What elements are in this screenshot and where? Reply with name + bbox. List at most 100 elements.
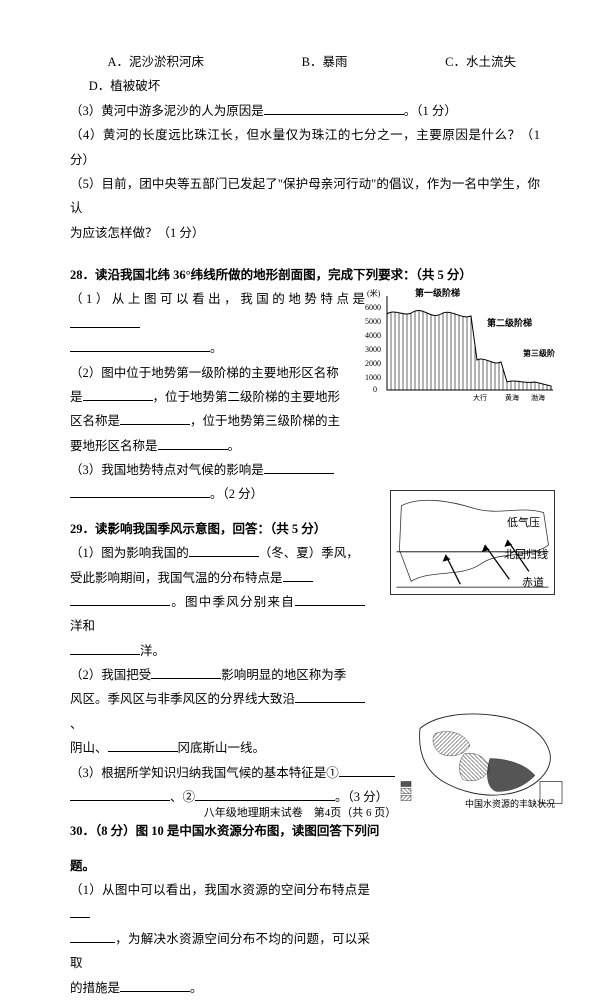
blank — [120, 978, 190, 992]
opt-a: A．泥沙淤积河床 — [89, 50, 204, 74]
t: （3）根据所学知识归纳我国气候的基本特征是① — [70, 766, 339, 780]
t: 阴山、 — [70, 741, 108, 755]
q27-3-text: （3）黄河中游多泥沙的人为原因是 — [70, 104, 264, 118]
q27-3-tail: 。（1 分） — [404, 104, 457, 118]
blank — [264, 460, 334, 474]
t: 洋。 — [140, 644, 165, 658]
t: 影响明显的地区称为季 — [221, 668, 346, 682]
step1-label: 第一级阶梯 — [415, 287, 460, 298]
blank — [195, 787, 335, 801]
terrain-profile-chart: (米) 6000 5000 4000 3000 2000 1000 0 第一级阶… — [365, 286, 555, 406]
t: 的措施是 — [70, 981, 120, 995]
q27-4: （4）黄河的长度远比珠江长，但水量仅为珠江的七分之一，主要原因是什么？（1 分） — [70, 123, 540, 172]
ylabel: 0 — [373, 385, 377, 394]
equator-label: 赤道 — [522, 573, 544, 594]
blank — [70, 905, 90, 919]
q28-1: （1）从上图可以看出，我国的地势特点是 — [70, 287, 365, 336]
t: 受此影响期间，我国气温的分布特点是 — [70, 571, 283, 585]
t: 。 — [190, 981, 203, 995]
blank — [283, 568, 313, 582]
tropic-label: 北回归线 — [504, 545, 548, 566]
blank — [158, 436, 228, 450]
q29-2a: （2）我国把受 影响明显的地区称为季 — [70, 663, 365, 687]
step2-label: 第二级阶梯 — [487, 317, 532, 328]
blank — [264, 101, 404, 115]
q28-1b: 。 — [70, 336, 365, 360]
t: 要地形区名称是 — [70, 439, 158, 453]
opt-c: C．水土流失 — [426, 50, 516, 74]
step3-label: 第三级阶梯 — [523, 348, 555, 358]
q30-1c: 的措施是 。 — [70, 976, 370, 1000]
q30-1a: （1）从图中可以看出，我国水资源的空间分布特点是 — [70, 878, 370, 927]
q29-2c: 阴山、 冈底斯山一线。 — [70, 736, 365, 760]
blank — [295, 690, 365, 704]
q27-5a: （5）目前，团中央等五部门已发起了"保护母亲河行动"的倡议，作为一名中学生，你认 — [70, 172, 540, 221]
ylabel: 3000 — [365, 345, 381, 354]
t: 。（2 分） — [210, 487, 263, 501]
ylabel: 5000 — [365, 317, 381, 326]
q27-3: （3）黄河中游多泥沙的人为原因是 。（1 分） — [70, 99, 540, 123]
blank — [295, 592, 365, 606]
ylabel: 6000 — [365, 303, 381, 312]
q27-5b: 为应该怎样做？（1 分） — [70, 221, 540, 245]
low-pressure-label: 低气压 — [507, 513, 540, 534]
blank — [108, 738, 178, 752]
q28-2c: 区名称是 ，位于地势第三级阶梯的主 — [70, 409, 365, 433]
water-resources-map: 中国水资源的丰缺状况 — [395, 700, 565, 812]
q28-2b: 是 ，位于地势第二级阶梯的主要地形 — [70, 385, 365, 409]
t: 风区。季风区与非季风区的分界线大致沿 — [70, 692, 295, 706]
t: 、 — [70, 717, 83, 731]
t: 区名称是 — [70, 414, 120, 428]
t: 冈底斯山一线。 — [178, 741, 266, 755]
q28-2a: （2）图中位于地势第一级阶梯的主要地形区名称 — [70, 361, 365, 385]
blank — [70, 592, 170, 606]
blank — [70, 787, 170, 801]
q29-1a: （1）图为影响我国的 （冬、夏）季风， — [70, 541, 365, 565]
bottom3: 渤海 — [531, 393, 545, 402]
blank — [70, 929, 115, 943]
t: （1）图为影响我国的 — [70, 546, 189, 560]
bottom2: 黄海 — [505, 393, 519, 402]
q28-1-text: （1）从上图可以看出，我国的地势特点是 — [70, 292, 365, 306]
q29-1b: 受此影响期间，我国气温的分布特点是 — [70, 566, 365, 590]
opt-b: B．暴雨 — [283, 50, 348, 74]
blank — [189, 543, 259, 557]
bottom1: 大行 — [473, 393, 487, 402]
blank — [70, 485, 210, 499]
t: ，为解决水资源空间分布不均的问题，可以采取 — [70, 932, 370, 970]
q27-options: A．泥沙淤积河床 B．暴雨 C．水土流失 D．植被破坏 — [70, 50, 540, 99]
blank — [120, 412, 190, 426]
q28-2d: 要地形区名称是 。 — [70, 434, 365, 458]
ylabel: 1000 — [365, 373, 381, 382]
t: 洋和 — [70, 619, 95, 633]
q28-3b: 。（2 分） — [70, 482, 365, 506]
t: （2）我国把受 — [70, 668, 151, 682]
blank — [151, 665, 221, 679]
t: ，位于地势第三级阶梯的主 — [190, 414, 340, 428]
ylabel: 2000 — [365, 359, 381, 368]
q29-2b: 风区。季风区与非季风区的分界线大致沿、 — [70, 687, 365, 736]
ylabel: (米) — [367, 288, 381, 298]
t: （3）我国地势特点对气候的影响是 — [70, 463, 264, 477]
monsoon-map: 低气压 北回归线 赤道 — [390, 490, 555, 595]
opt-d: D．植被破坏 — [70, 74, 160, 98]
q30-1b: ，为解决水资源空间分布不均的问题，可以采取 — [70, 927, 370, 976]
blank — [83, 387, 153, 401]
q29-1c: 。图中季风分别来自洋和 — [70, 590, 365, 639]
q29-1d: 洋。 — [70, 639, 365, 663]
page-footer: 八年级地理期末试卷 第4页（共 6 页） — [60, 803, 540, 824]
q28-header: 28．读沿我国北纬 36°纬线所做的地形剖面图，完成下列要求：（共 5 分） — [70, 263, 540, 287]
blank — [70, 641, 140, 655]
q30-header-b: 题。 — [70, 854, 540, 878]
q28-1-tail: 。 — [210, 341, 223, 355]
t: ，位于地势第二级阶梯的主要地形 — [153, 390, 341, 404]
t: （冬、夏）季风， — [259, 546, 359, 560]
t: （1）从图中可以看出，我国水资源的空间分布特点是 — [70, 883, 370, 897]
blank — [70, 338, 210, 352]
ylabel: 4000 — [365, 331, 381, 340]
blank — [70, 314, 140, 328]
t: 。 — [228, 439, 241, 453]
q28-3a: （3）我国地势特点对气候的影响是 — [70, 458, 365, 482]
t: 是 — [70, 390, 83, 404]
t: 。图中季风分别来自 — [170, 595, 295, 609]
